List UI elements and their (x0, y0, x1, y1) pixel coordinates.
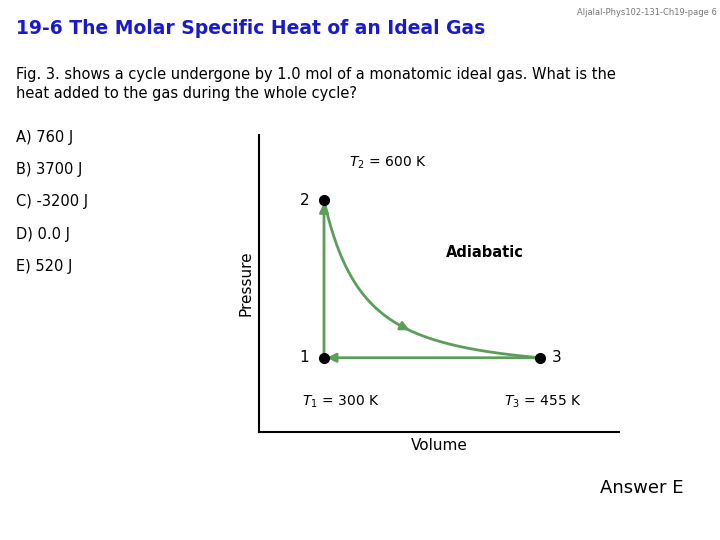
Text: Adiabatic: Adiabatic (446, 245, 524, 260)
Text: B) 3700 J: B) 3700 J (16, 162, 82, 177)
Text: Aljalal-Phys102-131-Ch19-page 6: Aljalal-Phys102-131-Ch19-page 6 (577, 8, 716, 17)
Text: A) 760 J: A) 760 J (16, 130, 73, 145)
Text: heat added to the gas during the whole cycle?: heat added to the gas during the whole c… (16, 86, 357, 102)
Text: D) 0.0 J: D) 0.0 J (16, 227, 70, 242)
Text: E) 520 J: E) 520 J (16, 259, 72, 274)
Text: 1: 1 (300, 350, 309, 365)
Text: Answer E: Answer E (600, 479, 684, 497)
Text: $T_2$ = 600 K: $T_2$ = 600 K (349, 154, 427, 171)
Text: $T_3$ = 455 K: $T_3$ = 455 K (504, 393, 582, 410)
Text: 19-6 The Molar Specific Heat of an Ideal Gas: 19-6 The Molar Specific Heat of an Ideal… (16, 19, 485, 38)
Text: Fig. 3. shows a cycle undergone by 1.0 mol of a monatomic ideal gas. What is the: Fig. 3. shows a cycle undergone by 1.0 m… (16, 68, 616, 83)
X-axis label: Volume: Volume (411, 437, 467, 453)
Y-axis label: Pressure: Pressure (238, 251, 253, 316)
Text: C) -3200 J: C) -3200 J (16, 194, 88, 210)
Text: 2: 2 (300, 193, 309, 208)
Text: 3: 3 (552, 350, 561, 365)
Text: $T_1$ = 300 K: $T_1$ = 300 K (302, 393, 380, 410)
